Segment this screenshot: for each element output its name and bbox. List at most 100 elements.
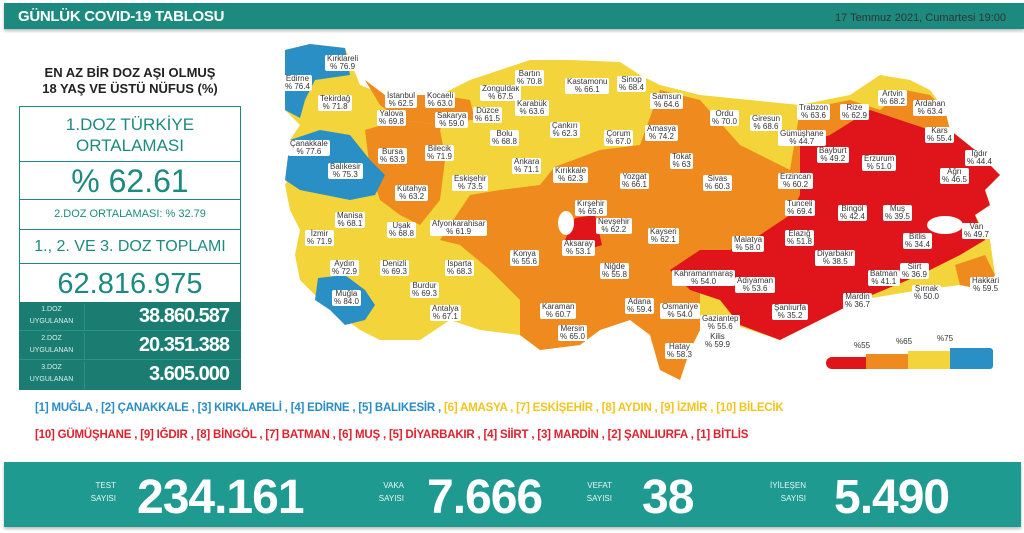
legend-blue [950, 348, 993, 369]
province-label: Siirt% 36.9 [900, 263, 929, 279]
province-value: % 53.1 [566, 247, 591, 256]
province-value: % 76.9 [330, 62, 356, 71]
province-name: Şanlıurfa [774, 303, 807, 312]
province-value: % 72.9 [332, 267, 357, 276]
province-name: Kırklareli [327, 54, 359, 63]
province-label: Bingöl% 42.4 [838, 205, 867, 221]
province-label: Mersin% 65.0 [558, 325, 587, 341]
province-value: % 69.3 [382, 267, 407, 276]
province-name: Kilis [710, 332, 725, 341]
province-name: Kayseri [650, 227, 677, 236]
province-name: Sinop [621, 75, 642, 84]
province-value: % 65.6 [578, 207, 604, 216]
province-name: Burdur [412, 281, 437, 290]
province-name: Tunceli [787, 199, 813, 208]
province-name: Bursa [382, 147, 403, 156]
province-name: Kahramanmaraş [674, 269, 734, 278]
province-value: % 36.9 [902, 270, 927, 279]
daily-stats-bar: TEST SAYISI 234.161 VAKA SAYISI 7.666 VEFA… [4, 462, 1021, 527]
province-label: Şanlıurfa% 35.2 [772, 303, 809, 320]
province-label: Ağrı% 46.5 [940, 168, 969, 184]
province-label: Sakarya% 59.0 [435, 112, 469, 128]
province-label: Isparta% 68.3 [445, 260, 474, 276]
province-label: Elazığ% 51.8 [785, 230, 814, 246]
province-label: Erzincan% 60.2 [778, 172, 814, 189]
province-value: % 63 [672, 160, 691, 169]
province-name: Van [969, 222, 984, 231]
province-label: Yalova% 69.8 [377, 110, 406, 126]
death-count: 38 [642, 471, 694, 524]
province-name: Rize [846, 103, 863, 112]
label-line: ORTALAMASI [75, 136, 184, 155]
province-value: % 60.3 [705, 182, 730, 191]
province-name: Tokat [672, 152, 692, 161]
dose-value: 38.860.587 [138, 305, 230, 327]
province-name: Siirt [907, 262, 922, 271]
province-name: Uşak [392, 221, 411, 230]
dose-row: 2.DOZ UYGULANAN 20.351.388 [19, 331, 241, 360]
province-name: Aydın [334, 259, 355, 268]
province-label: Samsun% 64.6 [650, 93, 684, 109]
province-name: Zonguldak [482, 84, 520, 93]
province-name: Bilecik [427, 144, 452, 153]
province-label: Hakkari% 59.5 [970, 277, 1002, 293]
total-doses-label: 1., 2. VE 3. DOZ TOPLAMI [19, 229, 241, 264]
province-value: % 59.0 [439, 119, 465, 128]
province-name: Çorum [606, 129, 631, 138]
province-value: % 63.6 [801, 111, 826, 120]
province-label: Batman% 41.1 [868, 270, 900, 286]
province-label: Giresun% 68.6 [750, 115, 783, 131]
province-label: Ardahan% 63.4 [913, 100, 948, 116]
province-label: Bolu% 68.8 [490, 130, 519, 146]
province-label: Osmaniye% 54.0 [660, 303, 701, 319]
province-name: Artvin [882, 89, 903, 98]
province-label: Çorum% 67.0 [604, 130, 633, 146]
province-name: Eskişehir [454, 174, 487, 183]
province-value: % 34.4 [905, 240, 930, 249]
province-label: Aksaray% 53.1 [562, 240, 595, 256]
province-label: Niğde% 55.8 [600, 263, 629, 279]
province-label: Nevşehir% 62.2 [596, 218, 632, 234]
province-label: Bursa% 63.9 [378, 148, 407, 164]
province-label: Hatay% 58.3 [665, 343, 694, 359]
province-name: Mardin [845, 292, 870, 301]
province-value: % 44.7 [789, 137, 815, 146]
province-value: % 74.2 [649, 132, 674, 141]
title-line: EN AZ BİR DOZ AŞI OLMUŞ [44, 65, 216, 80]
province-name: Erzincan [780, 172, 812, 181]
province-value: % 54.0 [691, 277, 717, 286]
province-value: % 44.4 [967, 157, 992, 166]
dose-row: 3.DOZ UYGULANAN 3.605.000 [19, 360, 241, 389]
province-label: Gaziantep% 55.6 [700, 315, 741, 331]
case-label: VAKA SAYISI [378, 481, 404, 503]
province-name: Düzce [476, 106, 499, 115]
province-label: Zonguldak% 67.5 [480, 84, 522, 101]
province-name: Afyonkarahisar [432, 219, 486, 228]
province-value: % 59.9 [705, 340, 730, 349]
top-yellow-list: [6] AMASYA , [7] ESKİŞEHİR , [8] AYDIN ,… [444, 402, 784, 414]
province-label: Kayseri% 62.1 [648, 228, 679, 244]
province-name: Adıyaman [737, 276, 774, 285]
province-value: % 63.9 [380, 155, 405, 164]
province-name: Bartın [518, 69, 541, 78]
province-label: Şırnak% 50.0 [912, 285, 941, 301]
province-label: Van% 49.7 [962, 223, 991, 239]
province-value: % 50.0 [914, 292, 939, 301]
province-label: Erzurum% 51.0 [862, 155, 897, 171]
province-value: % 38.5 [822, 257, 848, 266]
province-label: Tokat% 63 [670, 152, 694, 169]
vaccination-title: EN AZ BİR DOZ AŞI OLMUŞ 18 YAŞ VE ÜSTÜ N… [20, 65, 240, 97]
page-title: GÜNLÜK COVID-19 TABLOSU [18, 8, 225, 25]
province-name: Batman [870, 269, 898, 278]
province-label: Denizli% 69.3 [380, 260, 409, 276]
total-doses-value: 62.816.975 [19, 263, 241, 303]
province-name: Diyarbakır [817, 249, 854, 258]
province-name: Isparta [447, 259, 472, 268]
legend-label: %55 [854, 341, 871, 350]
bottom-provinces: [10] GÜMÜŞHANE , [9] IĞDIR , [8] BİNGÖL … [35, 429, 749, 441]
province-label: Edirne% 76.4 [283, 75, 312, 91]
province-value: % 59.5 [973, 284, 999, 293]
province-value: % 51.8 [787, 237, 812, 246]
legend-label: %65 [896, 337, 913, 346]
province-label: Kars% 55.4 [925, 127, 954, 143]
